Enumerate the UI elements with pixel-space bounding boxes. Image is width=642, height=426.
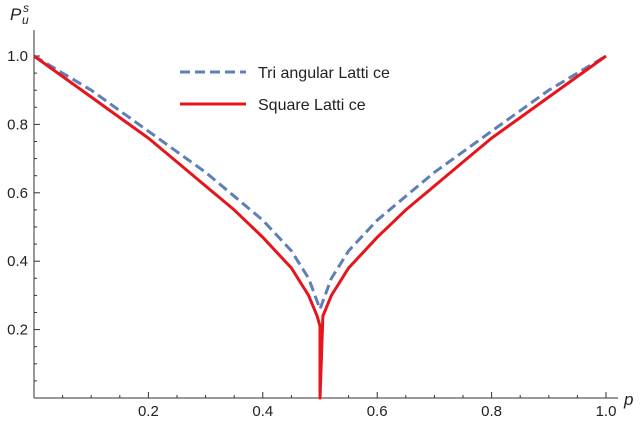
y-tick-label: 0.2 [7,322,28,339]
legend-label-square: Square Latti ce [258,97,366,114]
series-layer [33,54,607,400]
ticks: 0.2 0.4 0.6 0.8 1.0 0.2 0.4 0.6 0.8 1.0 [7,48,616,420]
y-tick-label: 0.8 [7,116,28,133]
y-tick-label: 0.4 [7,253,28,270]
y-tick-label: 1.0 [7,48,28,65]
x-tick-label: 1.0 [596,403,617,420]
y-axis-label: P [10,5,22,24]
x-tick-label: 0.4 [252,403,273,420]
x-tick-label: 0.8 [481,403,502,420]
x-tick-label: 0.2 [138,403,159,420]
axis-titles: P s u p [10,1,633,409]
y-tick-label: 0.6 [7,185,28,202]
x-tick-label: 0.6 [367,403,388,420]
y-axis-label-superscript: s [23,1,29,15]
series-line-square [33,54,607,400]
series-line-triangular [33,54,607,311]
x-axis-label: p [623,390,633,409]
legend-label-triangular: Tri angular Latti ce [258,65,390,82]
axes [33,30,618,399]
y-axis-label-subscript: u [22,13,29,27]
legend: Tri angular Latti ce Square Latti ce [180,65,390,114]
